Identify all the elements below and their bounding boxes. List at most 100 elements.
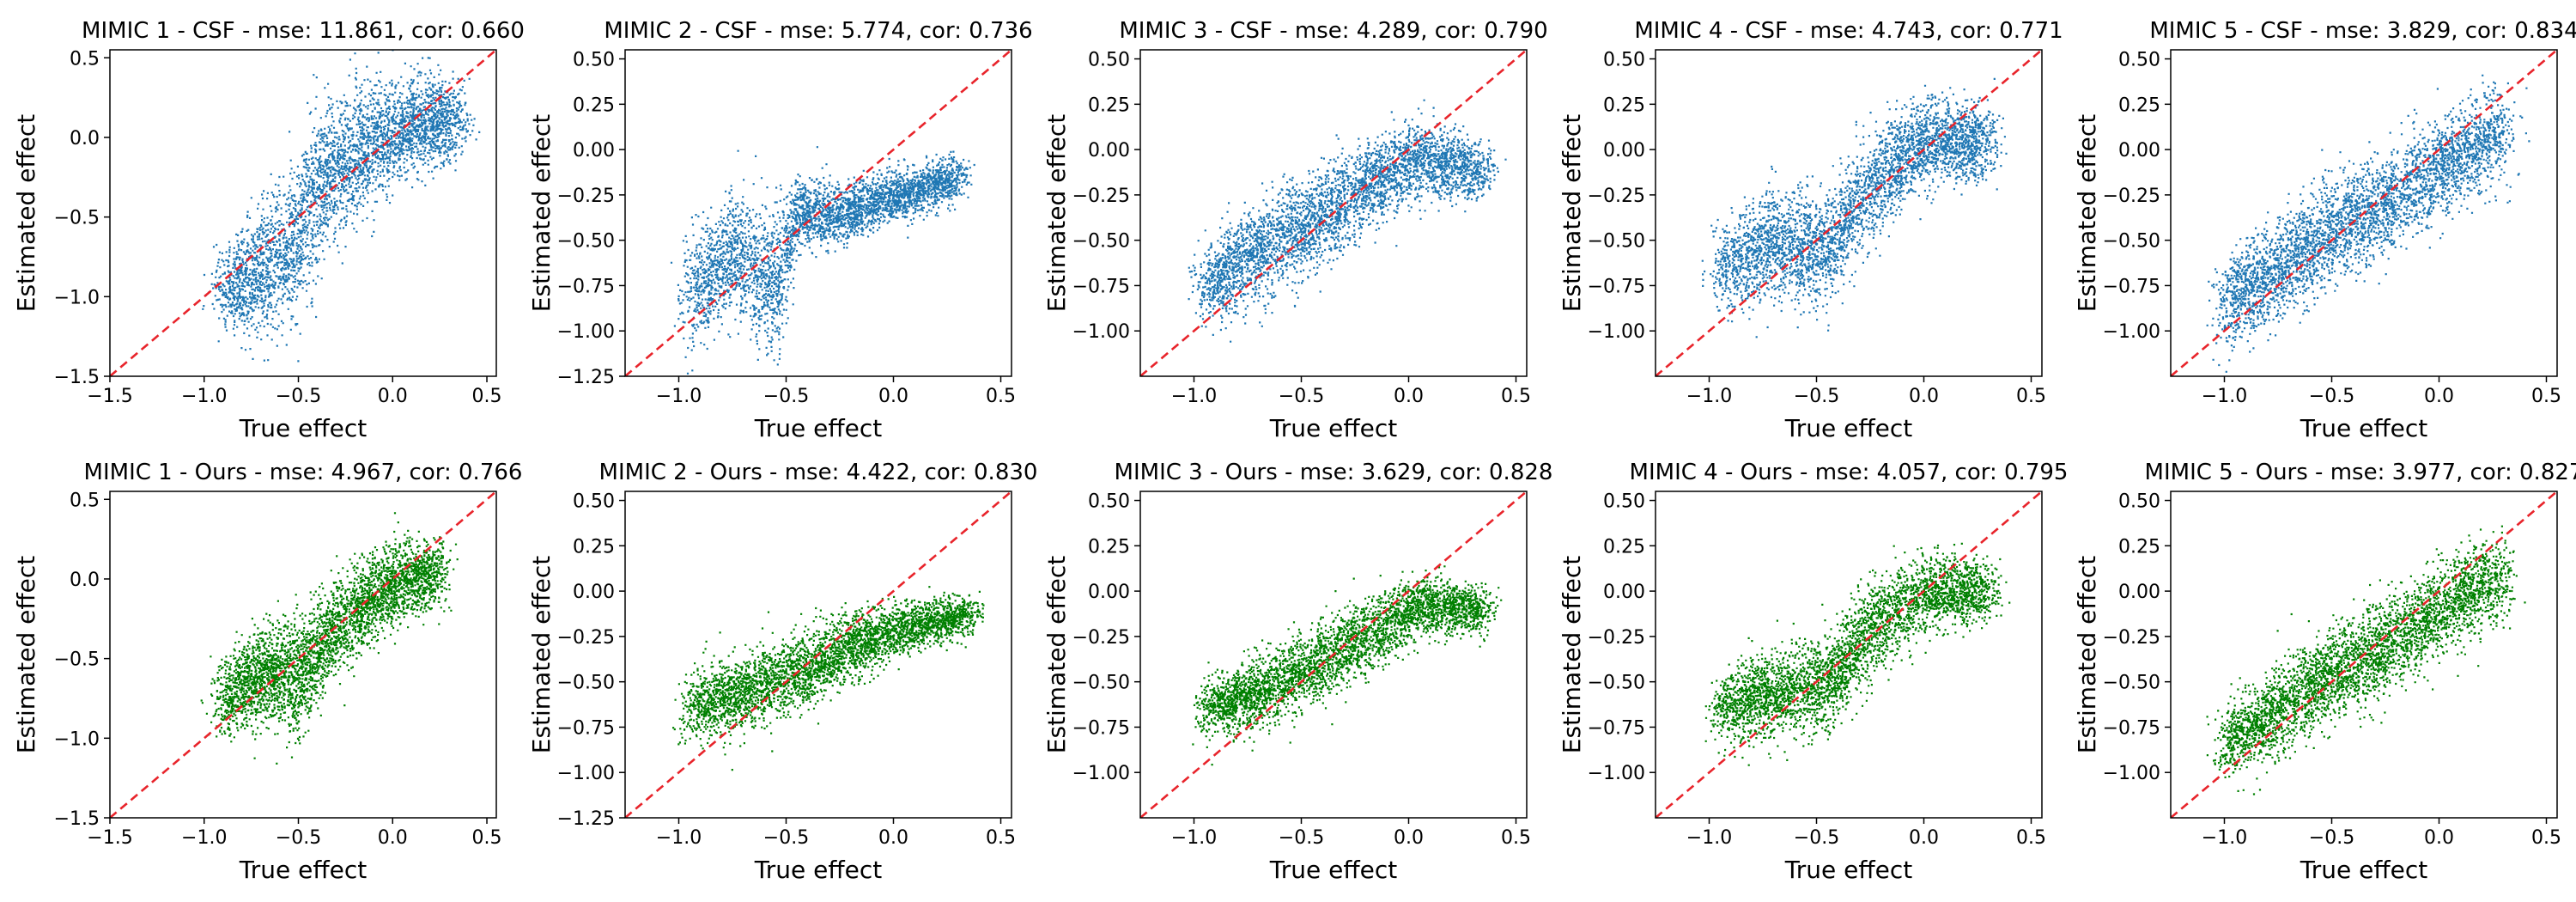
y-tick-label: 0.50 [2118,50,2160,71]
x-tick-label: 0.0 [378,827,408,849]
panel-title: MIMIC 2 - CSF - mse: 5.774, cor: 0.736 [604,18,1032,44]
y-tick-label: −1.00 [2103,763,2160,784]
x-tick-label: 0.5 [1501,386,1531,407]
x-tick-label: −0.5 [2309,827,2354,849]
axes-frame [2170,491,2558,819]
y-tick-label: 0.25 [1088,94,1130,116]
y-tick-label: −1.00 [1588,321,1645,343]
y-tick-label: −0.50 [1072,231,1130,253]
y-tick-label: −0.50 [2103,673,2160,694]
x-tick-label: 0.5 [472,827,502,849]
x-tick-label: −0.5 [276,386,321,407]
y-tick-label: −0.75 [1072,276,1130,297]
panel-title: MIMIC 4 - CSF - mse: 4.743, cor: 0.771 [1634,18,2063,44]
y-axis-label: Estimated effect [12,114,40,312]
panel-title: MIMIC 3 - CSF - mse: 4.289, cor: 0.790 [1119,18,1547,44]
x-tick-label: −1.0 [656,827,702,849]
scatter-panel: −1.0 −0.5 0.0 0.5 −1.00 −0.75 −0.50 −0.25 0.00 0.… [1042,18,1548,442]
y-tick-label: 0.25 [1603,94,1645,116]
x-tick-label: −0.5 [1279,386,1324,407]
scatter-points [1704,542,2011,766]
y-tick-label: −0.50 [1072,673,1130,694]
y-tick-label: 0.00 [1603,582,1645,603]
y-tick-label: −0.50 [1588,673,1645,694]
x-tick-label: 0.5 [986,386,1016,407]
axes-frame [1655,491,2043,819]
y-tick-label: −1.00 [1588,763,1645,784]
x-tick-label: 0.5 [472,386,502,407]
scatter-points [670,146,975,375]
x-tick-label: −0.5 [1794,827,1839,849]
y-tick-label: −0.25 [1588,186,1645,207]
x-tick-label: 0.5 [2016,827,2046,849]
scatter-point-cloud [202,50,481,363]
scatter-points [672,586,985,771]
y-tick-label: −1.25 [557,808,615,830]
axes-frame [1655,49,2043,377]
x-tick-label: −0.5 [2309,386,2354,407]
x-tick-label: −1.0 [1686,827,1732,849]
y-tick-label: −1.00 [1072,321,1130,343]
y-tick-label: −0.50 [557,231,615,253]
y-tick-label: 0.25 [573,94,615,116]
y-tick-label: −1.0 [54,728,100,750]
x-tick-label: −1.0 [2202,827,2247,849]
y-axis-label: Estimated effect [2073,114,2101,312]
identity-line [2171,491,2557,818]
scatter-panel: −1.0 −0.5 0.0 0.5 −1.25 −1.00 −0.75 −0.50 −0.25 0… [527,18,1033,442]
x-axis-label: True effect [754,856,883,884]
scatter-panel: −1.0 −0.5 0.0 0.5 −1.00 −0.75 −0.50 −0.25 0.00 0.… [2073,18,2576,442]
y-tick-label: 0.25 [2118,94,2160,116]
scatter-panel: −1.5 −1.0 −0.5 0.0 0.5 −1.5 −1.0 −0.5 0.0 0.5 MIMI… [12,18,525,442]
scatter-point-cloud [1182,99,1507,343]
x-tick-label: 0.0 [2424,386,2454,407]
axes-frame [1139,49,1528,377]
y-tick-label: 0.00 [2118,582,2160,603]
identity-line [625,50,1012,376]
x-tick-label: 0.0 [2424,827,2454,849]
y-tick-label: 0.0 [70,128,100,149]
y-tick-label: −0.25 [2103,627,2160,649]
y-tick-label: 0.50 [573,491,615,513]
y-tick-label: −1.5 [54,808,100,830]
y-tick-label: 0.0 [70,570,100,591]
y-tick-label: 0.5 [70,490,100,511]
y-tick-label: −1.00 [2103,321,2160,343]
scatter-points [200,512,459,765]
y-tick-label: −0.50 [2103,231,2160,253]
panel-title: MIMIC 3 - Ours - mse: 3.629, cor: 0.828 [1115,460,1553,485]
x-axis-label: True effect [1784,414,1913,442]
y-tick-label: 0.00 [573,140,615,162]
y-tick-label: −1.25 [557,367,615,388]
y-axis-label: Estimated effect [2073,556,2101,753]
x-axis-label: True effect [239,414,368,442]
x-tick-label: 0.0 [1394,827,1424,849]
x-tick-label: −1.0 [181,827,227,849]
scatter-panel: −1.0 −0.5 0.0 0.5 −1.25 −1.00 −0.75 −0.50 −0.25 0… [527,460,1037,884]
panel-title: MIMIC 5 - CSF - mse: 3.829, cor: 0.834 [2149,18,2576,44]
x-tick-label: −0.5 [1794,386,1839,407]
scatter-panel: −1.0 −0.5 0.0 0.5 −1.00 −0.75 −0.50 −0.25 0.00 0.… [1558,18,2063,442]
axes-frame [2170,49,2558,377]
y-tick-label: −0.25 [1588,627,1645,649]
y-axis-label: Estimated effect [527,114,556,312]
y-tick-label: −0.25 [1072,627,1130,649]
x-axis-label: True effect [1269,414,1398,442]
x-tick-label: −1.0 [1171,827,1217,849]
axes-frame [624,491,1012,819]
y-axis-label: Estimated effect [1558,556,1586,753]
x-tick-label: −1.0 [181,386,227,407]
identity-line [625,491,1012,818]
y-tick-label: 0.00 [2118,140,2160,162]
identity-line [1140,491,1527,818]
axes-frame [109,49,497,377]
scatter-points [1182,99,1507,343]
x-tick-label: 0.5 [2016,386,2046,407]
scatter-point-cloud [672,586,985,771]
x-tick-label: 0.0 [878,827,908,849]
scatter-panel: −1.0 −0.5 0.0 0.5 −1.00 −0.75 −0.50 −0.25 0.00 0.… [1042,460,1552,884]
y-tick-label: −0.50 [1588,231,1645,253]
x-tick-label: 0.5 [2531,386,2561,407]
scatter-point-cloud [1192,565,1503,766]
